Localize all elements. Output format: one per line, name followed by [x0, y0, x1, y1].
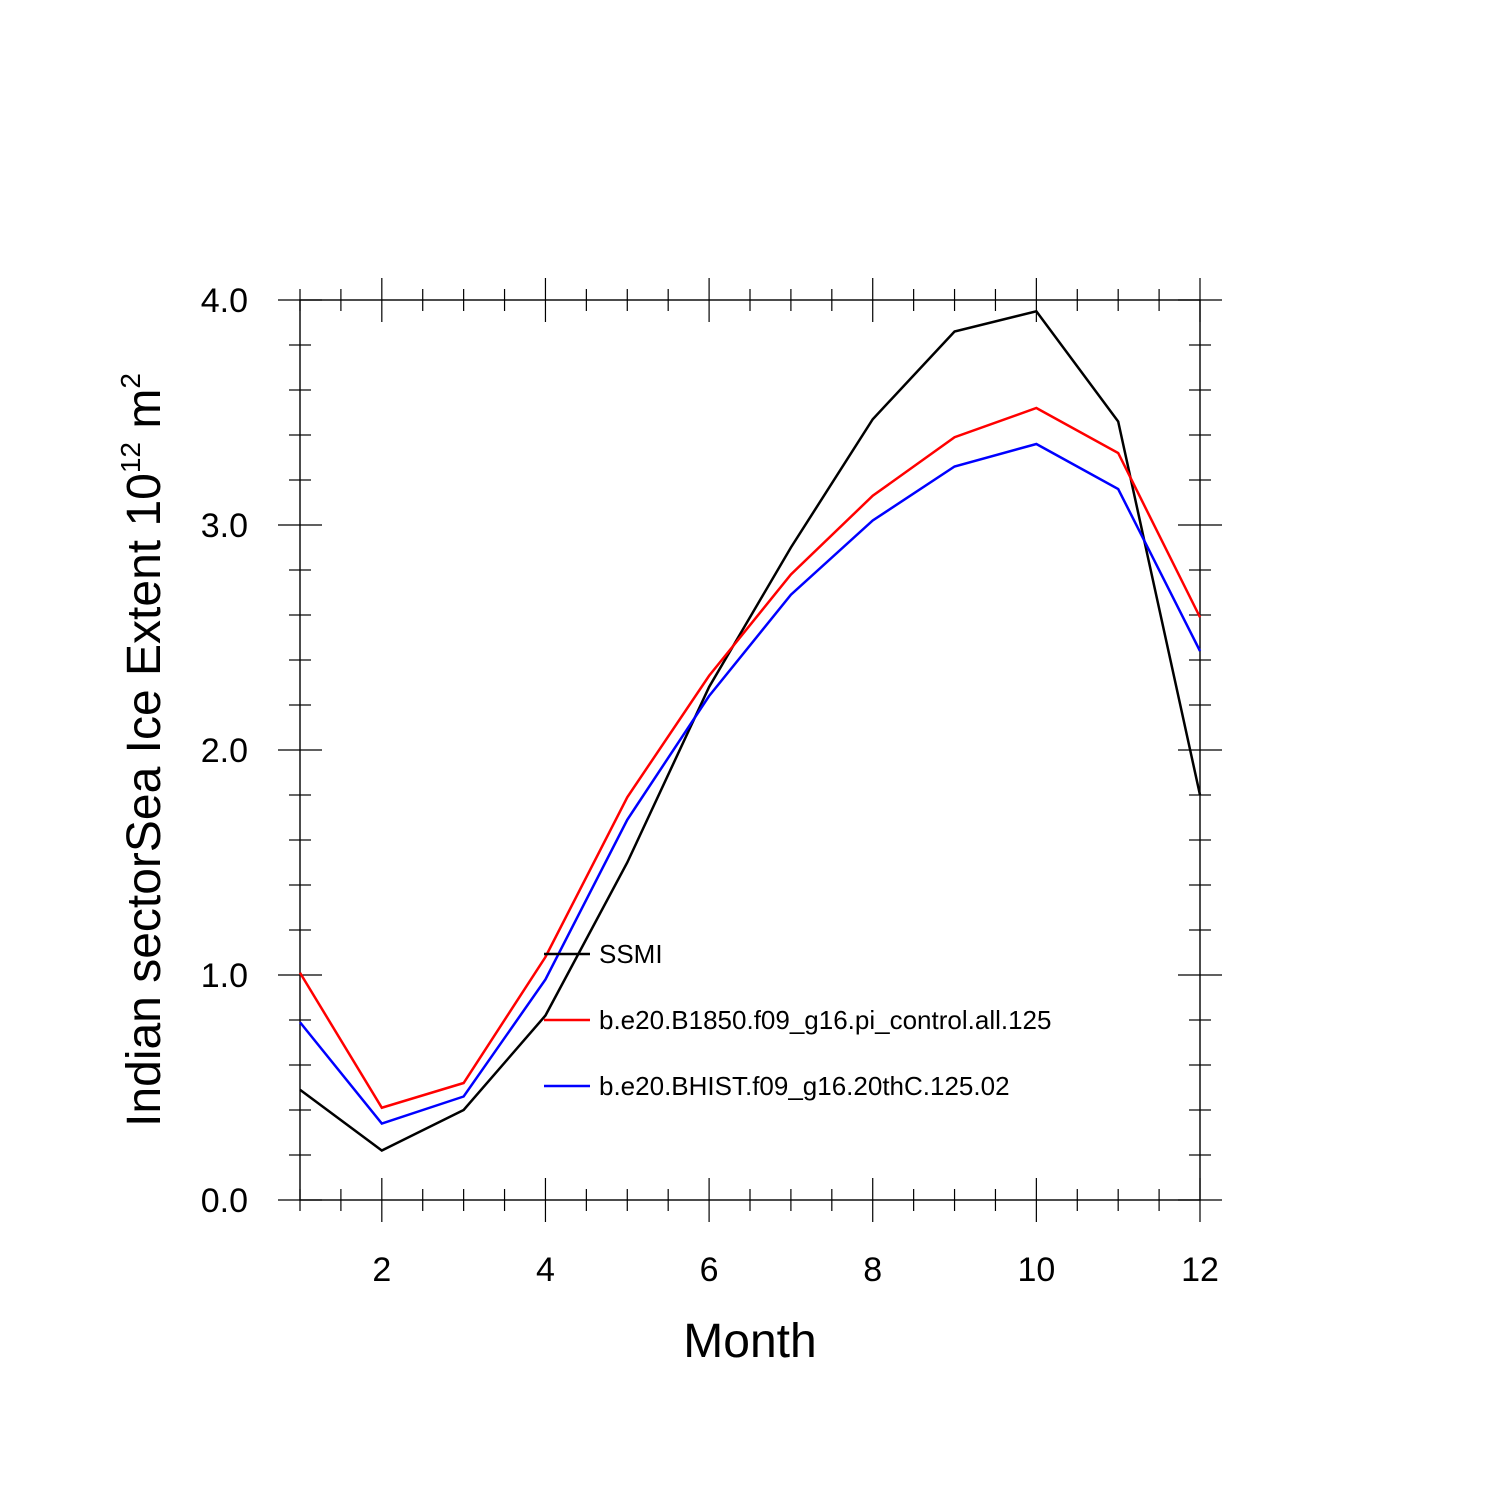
x-tick-label: 10 — [1017, 1251, 1055, 1289]
y-tick-label: 4.0 — [201, 282, 248, 320]
legend-label: b.e20.B1850.f09_g16.pi_control.all.125 — [599, 1005, 1051, 1035]
x-tick-label: 6 — [700, 1251, 719, 1289]
plot-frame — [299, 299, 1201, 1201]
legend-label: b.e20.BHIST.f09_g16.20thC.125.02 — [599, 1071, 1010, 1101]
series-line-2 — [298, 406, 1202, 1110]
y-tick-label: 0.0 — [201, 1182, 248, 1220]
x-tick-label: 4 — [536, 1251, 555, 1289]
y-tick-label: 2.0 — [201, 732, 248, 770]
y-axis-title: Indian sectorSea Ice Extent 1012 m2 — [115, 373, 171, 1127]
axis-ticks — [278, 278, 1222, 1222]
y-axis-title-exponent-12: 12 — [115, 442, 146, 473]
x-tick-label: 8 — [863, 1251, 882, 1289]
data-series — [298, 309, 1202, 1152]
x-tick-label: 2 — [372, 1251, 391, 1289]
y-axis-title-exponent-2: 2 — [115, 373, 146, 389]
y-axis-title-unit: m — [118, 389, 171, 442]
y-tick-label: 1.0 — [201, 957, 248, 995]
x-tick-labels: 2 4 6 8 10 12 — [372, 1251, 1219, 1289]
series-line-1 — [299, 309, 1202, 1152]
y-tick-label: 3.0 — [201, 507, 248, 545]
y-axis-title-text: Indian sectorSea Ice Extent 10 — [118, 473, 171, 1127]
legend-label: SSMI — [599, 939, 663, 969]
x-axis-title: Month — [683, 1315, 816, 1368]
series-line-3 — [299, 442, 1202, 1125]
y-tick-labels: 0.0 1.0 2.0 3.0 4.0 — [201, 282, 248, 1220]
x-tick-label: 12 — [1181, 1251, 1219, 1289]
legend: SSMI b.e20.B1850.f09_g16.pi_control.all.1… — [544, 939, 1051, 1101]
